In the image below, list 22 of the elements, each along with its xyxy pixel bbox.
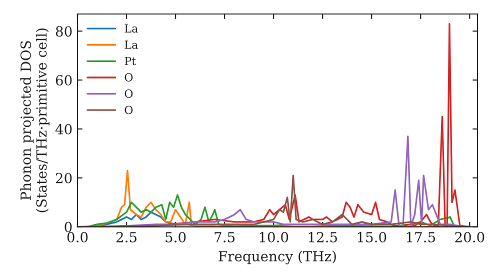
legend-label: O — [124, 73, 133, 82]
x-tick-label: 10.0 — [260, 232, 288, 242]
x-tick-label: 17.5 — [406, 232, 436, 242]
x-tick-label: 20.0 — [455, 232, 484, 242]
legend-label: La — [124, 24, 138, 33]
legend-label: O — [124, 89, 133, 98]
y-tick-label: 60 — [56, 75, 72, 86]
legend-label: Pt — [124, 56, 136, 66]
y-tick-label: 0 — [64, 222, 72, 232]
y-tick-label: 80 — [56, 26, 72, 37]
legend-label: O — [124, 106, 133, 114]
y-axis-title: Phonon projected DOS (States/THz·primitive cell) — [20, 28, 50, 212]
x-tick-label: 0.0 — [67, 232, 88, 242]
x-tick-label: 5.0 — [166, 232, 186, 242]
x-tick-label: 12.5 — [308, 232, 337, 242]
x-axis-title: Frequency (THz) — [218, 250, 336, 264]
x-tick-label: 7.5 — [214, 232, 235, 242]
x-tick-label: 15.0 — [358, 232, 386, 242]
legend-label: La — [124, 40, 138, 49]
y-tick-label: 40 — [55, 124, 72, 134]
y-tick-label: 20 — [56, 172, 72, 184]
x-tick-label: 2.5 — [116, 232, 136, 242]
